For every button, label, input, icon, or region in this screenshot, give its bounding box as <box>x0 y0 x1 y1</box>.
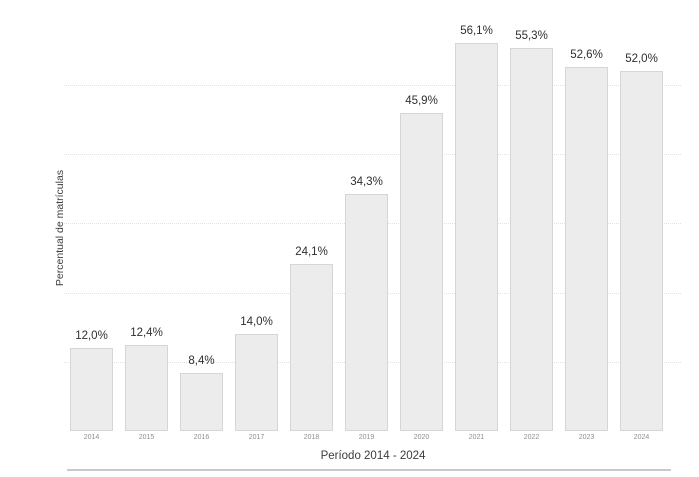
bar-value-label: 24,1% <box>295 246 328 258</box>
bar-value-label: 12,0% <box>75 330 108 342</box>
x-tick-label: 2021 <box>468 434 485 441</box>
bar-value-label: 52,6% <box>570 49 603 61</box>
bar <box>125 345 168 431</box>
bar <box>400 113 443 431</box>
bar <box>180 373 223 431</box>
bar <box>290 264 333 431</box>
bar <box>565 67 608 431</box>
bar <box>620 71 663 431</box>
bottom-divider <box>67 469 671 471</box>
x-tick-label: 2019 <box>358 434 375 441</box>
bar <box>235 334 278 431</box>
x-tick-label: 2020 <box>413 434 430 441</box>
x-tick-label: 2015 <box>138 434 155 441</box>
bar-value-label: 52,0% <box>625 53 658 65</box>
x-axis-title: Período 2014 - 2024 <box>320 450 426 462</box>
x-tick-label: 2014 <box>83 434 100 441</box>
y-axis-title: Percentual de matrículas <box>54 169 66 287</box>
x-tick-label: 2017 <box>248 434 265 441</box>
bar <box>345 194 388 431</box>
x-tick-label: 2018 <box>303 434 320 441</box>
bar <box>510 48 553 431</box>
x-tick-label: 2024 <box>633 434 650 441</box>
x-tick-label: 2016 <box>193 434 210 441</box>
bar-value-label: 8,4% <box>188 355 215 367</box>
bar-value-label: 12,4% <box>130 327 163 339</box>
gridline <box>64 85 681 86</box>
bar-value-label: 34,3% <box>350 176 383 188</box>
x-tick-label: 2023 <box>578 434 595 441</box>
bar <box>70 348 113 431</box>
gridline <box>64 154 681 155</box>
bar-value-label: 45,9% <box>405 95 438 107</box>
bar-value-label: 14,0% <box>240 316 273 328</box>
bar-value-label: 56,1% <box>460 25 493 37</box>
x-tick-label: 2022 <box>523 434 540 441</box>
bar <box>455 43 498 431</box>
bar-value-label: 55,3% <box>515 30 548 42</box>
